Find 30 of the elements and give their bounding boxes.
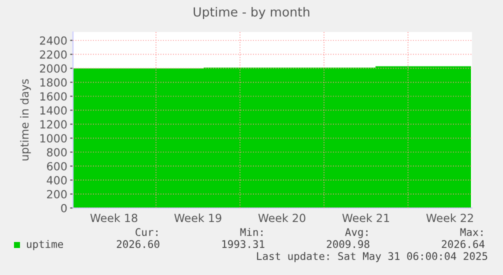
legend-label: uptime <box>26 240 64 250</box>
y-tick-label: 1400 <box>40 106 67 115</box>
x-tick-label: Week 21 <box>342 214 390 222</box>
text: Min: <box>240 228 262 236</box>
y-tick-label: 800 <box>46 148 67 157</box>
y-tick-label: 2200 <box>40 50 67 59</box>
y-tick-label: 2400 <box>40 36 67 45</box>
text: 2026.60 <box>116 240 160 248</box>
y-tick-label: 1000 <box>40 134 67 143</box>
y-tick-label: 1600 <box>40 92 67 101</box>
x-tick-label: Week 22 <box>426 214 473 222</box>
chart-title: Uptime - by month <box>194 6 310 20</box>
text: 1993.31 <box>222 240 264 248</box>
y-axis-title: uptime in days <box>20 79 31 160</box>
x-tick-label: Week 18 <box>90 214 138 222</box>
y-tick-label: 1800 <box>40 78 67 87</box>
x-tick-label: Week 20 <box>258 214 306 222</box>
text: Max: <box>460 228 482 236</box>
y-tick-label: 2000 <box>40 64 67 73</box>
text: 2009.98 <box>326 240 370 248</box>
text: Last update: Sat May 31 06:00:04 2025 <box>257 252 488 262</box>
y-tick-label: 400 <box>46 176 67 184</box>
x-tick-label: Week 19 <box>174 214 222 222</box>
text: Avg: <box>345 228 368 238</box>
y-tick-label: 600 <box>47 162 67 170</box>
y-tick-label: 1200 <box>40 120 67 129</box>
y-tick-label: 200 <box>47 190 67 198</box>
y-tick-label: 0 <box>61 204 67 212</box>
text: Cur: <box>136 228 158 236</box>
text: 2026.64 <box>442 240 485 248</box>
